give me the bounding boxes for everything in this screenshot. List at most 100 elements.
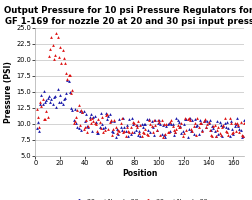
- Point: [58, 93, 62, 96]
- Point: [150, 120, 154, 123]
- Point: [94, 122, 98, 126]
- Point: [134, 123, 138, 126]
- Y-axis label: Pressure (PSI): Pressure (PSI): [5, 61, 13, 123]
- Point: [114, 135, 118, 138]
- Point: [188, 117, 192, 120]
- Point: [106, 114, 110, 117]
- Point: [228, 135, 232, 138]
- Point: [142, 123, 146, 126]
- Point: [41, 98, 45, 101]
- Point: [82, 109, 86, 112]
- Point: [218, 120, 222, 124]
- Point: [218, 131, 222, 134]
- Point: [185, 135, 190, 138]
- Point: [137, 129, 141, 132]
- Point: [43, 100, 47, 103]
- Point: [79, 129, 83, 132]
- Point: [111, 127, 115, 130]
- Point: [195, 116, 199, 119]
- Point: [207, 120, 211, 123]
- Point: [91, 119, 96, 123]
- Point: [63, 61, 67, 64]
- Point: [152, 133, 156, 137]
- Point: [146, 129, 150, 132]
- Point: [96, 118, 100, 121]
- Point: [183, 117, 187, 120]
- Point: [202, 120, 206, 123]
- Point: [67, 80, 71, 83]
- Point: [236, 125, 240, 128]
- Point: [101, 130, 105, 133]
- Point: [122, 126, 127, 129]
- Point: [177, 120, 181, 123]
- Point: [138, 134, 142, 138]
- Point: [187, 127, 191, 130]
- Point: [43, 118, 47, 121]
- Point: [85, 131, 89, 134]
- Point: [89, 121, 93, 125]
- Point: [69, 107, 73, 110]
- Point: [153, 123, 157, 126]
- Point: [98, 121, 102, 124]
- Point: [209, 133, 213, 137]
- Point: [165, 125, 169, 128]
- Point: [95, 131, 99, 135]
- Point: [219, 123, 223, 126]
- Point: [40, 104, 44, 107]
- Point: [145, 117, 149, 120]
- Point: [168, 129, 172, 132]
- Point: [132, 121, 136, 124]
- Point: [172, 128, 176, 131]
- Point: [77, 104, 81, 107]
- Point: [142, 132, 146, 135]
- Point: [55, 35, 59, 38]
- Point: [93, 121, 97, 124]
- Point: [96, 131, 100, 134]
- Point: [189, 130, 193, 133]
- Point: [131, 121, 135, 124]
- Point: [42, 117, 46, 120]
- Point: [120, 128, 124, 131]
- Point: [35, 108, 39, 111]
- Point: [148, 123, 152, 126]
- Point: [182, 123, 186, 126]
- Point: [143, 128, 147, 131]
- Point: [202, 120, 206, 123]
- Point: [169, 119, 173, 122]
- Point: [199, 122, 203, 125]
- Point: [191, 119, 195, 122]
- Point: [126, 130, 130, 133]
- Point: [82, 127, 86, 130]
- Point: [211, 126, 215, 129]
- Point: [38, 100, 42, 103]
- Point: [195, 123, 199, 127]
- Point: [125, 123, 129, 127]
- Point: [75, 108, 79, 111]
- Point: [240, 135, 244, 138]
- Point: [46, 115, 50, 118]
- Point: [161, 124, 165, 127]
- Point: [37, 130, 41, 133]
- Point: [94, 120, 98, 123]
- Point: [47, 54, 51, 58]
- Point: [49, 36, 53, 39]
- Point: [197, 133, 201, 136]
- Point: [122, 129, 127, 133]
- Point: [99, 112, 103, 115]
- Point: [184, 118, 188, 121]
- Point: [52, 95, 56, 98]
- Title: Output Pressure for 10 psi Pressure Regulators for Test
GF 1-169 for nozzle 20 a: Output Pressure for 10 psi Pressure Regu…: [4, 6, 252, 26]
- Point: [165, 122, 169, 125]
- Point: [79, 108, 83, 111]
- Legend: 20 psi Nozzle 20, 30 psi Nozzle 20: 20 psi Nozzle 20, 30 psi Nozzle 20: [70, 196, 210, 200]
- Point: [215, 128, 219, 131]
- Point: [231, 132, 235, 135]
- Point: [148, 130, 152, 133]
- Point: [145, 133, 149, 136]
- Point: [154, 129, 159, 132]
- Point: [116, 129, 120, 132]
- Point: [62, 97, 66, 101]
- Point: [77, 127, 81, 130]
- Point: [239, 121, 243, 124]
- Point: [86, 125, 90, 128]
